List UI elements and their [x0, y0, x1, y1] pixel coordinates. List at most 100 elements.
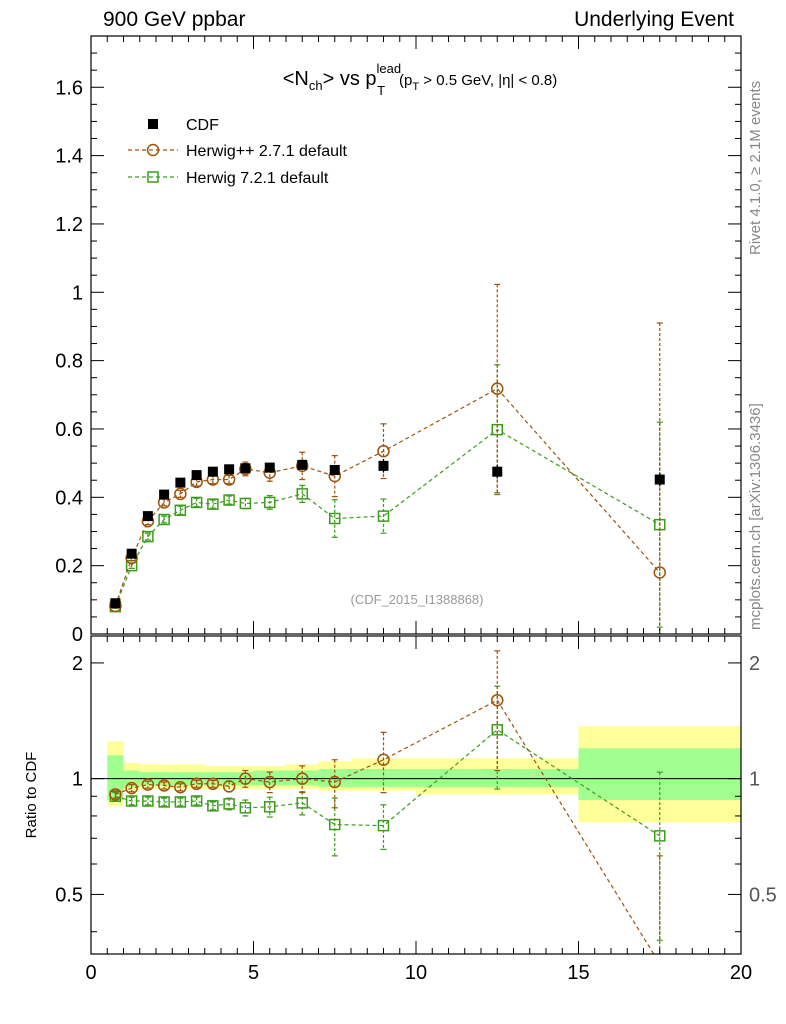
header-right: Underlying Event: [574, 8, 734, 31]
ratio-herwig7-point-1: [125, 795, 138, 807]
ratio-herwigpp-point-13: [491, 693, 504, 707]
ratio-herwig7-point-8: [239, 802, 252, 814]
ratio-herwig7-point-5: [190, 795, 203, 807]
title-cut-open: (p: [399, 72, 412, 89]
legend-label-herwigpp: Herwig++ 2.7.1 default: [186, 143, 348, 160]
ytick-label-1.6: 1.6: [55, 77, 83, 99]
legend-label-herwig7: Herwig 7.2.1 default: [186, 170, 329, 187]
top-herwig7-point-5: [190, 496, 203, 509]
top-cdf-point-10: [297, 459, 308, 470]
ratio-bands: [107, 726, 741, 823]
legend-marker-herwig7: [147, 171, 159, 183]
top-cdf-point-12: [378, 460, 389, 471]
top-cdf-point-8: [240, 463, 251, 474]
top-herwig7-point-4: [174, 504, 187, 517]
ratio-herwigpp-point-10: [296, 772, 309, 785]
ratio-herwig7-point-10: [296, 797, 308, 809]
xtick-label-0: 0: [85, 962, 96, 984]
top-herwig7-point-11: [329, 512, 341, 525]
ratio-herwig7-point-14: [654, 830, 666, 842]
ratio-ytick-label-right-0.5: 0.5: [749, 884, 777, 906]
top-cdf-point-13: [492, 466, 503, 477]
legend-marker-herwigpp: [146, 143, 160, 157]
top-cdf-point-4: [175, 477, 186, 488]
tick-labels: 0 5 10 15 20 0 0.2 0.4 0.6 0.8 1 1.2 1.4 1.6 0.5 0.5 1 1 2…: [55, 77, 777, 984]
ratio-ytick-label-2: 2: [72, 653, 83, 675]
top-herwig7-point-2: [142, 530, 154, 543]
top-cdf-point-14: [654, 474, 665, 485]
top-cdf-point-11: [329, 464, 340, 475]
top-herwig7-point-6: [207, 498, 219, 510]
ytick-label-0.8: 0.8: [55, 351, 83, 373]
axis-ticks: [90, 35, 742, 954]
ratio-herwigpp-point-8: [239, 772, 252, 785]
title-open: <N: [283, 68, 309, 90]
xtick-label-10: 10: [405, 962, 427, 984]
ratio-ytick-label-0.5: 0.5: [55, 884, 83, 906]
rivet-label: Rivet 4.1.0, ≥ 2.1M events: [747, 80, 764, 255]
top-cdf-point-1: [126, 548, 137, 559]
legend-marker-cdf: [148, 119, 158, 129]
top-herwig7-point-12: [377, 510, 390, 522]
top-cdf-point-0: [110, 598, 121, 609]
top-herwig7-point-8: [239, 497, 252, 510]
top-herwig7-point-7: [223, 494, 235, 506]
ratio-herwigpp-point-6: [206, 777, 220, 791]
ratio-herwigpp-line: [115, 699, 655, 954]
title-sub2: T: [377, 83, 385, 98]
xtick-label-5: 5: [248, 962, 259, 984]
top-herwigpp-point-14: [653, 566, 666, 579]
band-inner-11: [318, 768, 351, 788]
xtick-label-20: 20: [730, 962, 752, 984]
ytick-label-0.6: 0.6: [55, 419, 83, 441]
top-cdf-point-6: [207, 466, 218, 477]
top-herwigpp-point-12: [377, 444, 390, 458]
ratio-herwigpp-point-1: [125, 781, 138, 795]
ratio-ytick-label-right-2: 2: [749, 653, 760, 675]
top-herwig7-point-3: [158, 513, 170, 526]
ratio-herwig7-point-11: [329, 818, 341, 831]
ratio-herwigpp-point-4: [174, 780, 187, 794]
ratio-herwig7-point-3: [158, 796, 170, 808]
top-herwig7-point-9: [264, 496, 276, 509]
ytick-label-0.2: 0.2: [55, 556, 83, 578]
top-herwig7-point-10: [296, 488, 308, 500]
ratio-ytick-label-right-1: 1: [749, 769, 760, 791]
ratio-herwig7-point-6: [207, 800, 219, 812]
ratio-ylabel: Ratio to CDF: [23, 752, 40, 839]
title-sup: lead: [377, 61, 402, 76]
title-mid: > vs p: [323, 68, 377, 90]
top-herwigpp-point-4: [174, 487, 187, 501]
header-left: 900 GeV ppbar: [103, 8, 246, 31]
top-cdf-point-5: [191, 470, 202, 481]
ratio-herwigpp-point-3: [157, 779, 171, 792]
ratio-herwig7-point-2: [142, 795, 154, 807]
top-herwigpp-point-7: [222, 473, 236, 486]
ratio-series: [109, 650, 666, 954]
top-herwigpp-point-13: [491, 382, 504, 395]
top-series: [109, 283, 666, 634]
title-cut-sub: T: [412, 81, 419, 93]
ratio-herwigpp-point-9: [263, 775, 276, 789]
ratio-herwig7-point-4: [174, 796, 187, 808]
band-inner-0: [107, 755, 124, 801]
ytick-label-1.2: 1.2: [55, 214, 83, 236]
xtick-label-15: 15: [567, 962, 589, 984]
title-sub1: ch: [309, 78, 323, 93]
legend: CDF Herwig++ 2.7.1 default Herwig 7.2.1 …: [128, 117, 348, 187]
ratio-herwigpp-point-0: [109, 788, 122, 801]
ratio-ytick-label-1: 1: [72, 769, 83, 791]
ratio-herwigpp-point-2: [141, 778, 155, 791]
ratio-herwig7-point-9: [264, 801, 276, 813]
ratio-herwig7-point-13: [491, 724, 503, 736]
mcplots-label: mcplots.cern.ch [arXiv:1306.3436]: [747, 403, 764, 630]
ytick-label-1.4: 1.4: [55, 146, 83, 168]
top-herwigpp-line: [114, 387, 661, 607]
top-herwig7-line: [114, 428, 661, 607]
watermark: (CDF_2015_I1388868): [351, 592, 484, 607]
ratio-herwigpp-point-11: [328, 775, 341, 789]
chart-title: <Nch> vs plead T(pT > 0.5 GeV, |η| < 0.8): [283, 61, 558, 98]
top-cdf-point-3: [159, 489, 170, 500]
top-cdf-point-2: [142, 511, 153, 522]
